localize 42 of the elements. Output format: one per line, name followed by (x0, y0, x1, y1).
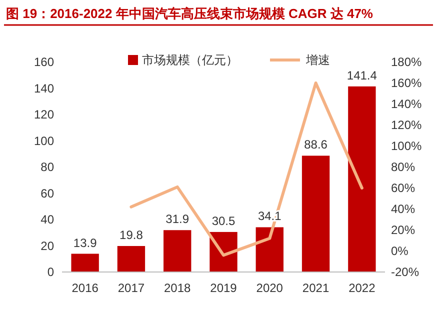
legend-label: 市场规模（亿元） (142, 53, 238, 67)
x-tick-label: 2020 (256, 281, 284, 295)
data-label: 141.4 (346, 68, 378, 82)
y-tick-label: 140 (34, 81, 54, 96)
data-label: 19.8 (120, 228, 144, 242)
y2-tick-label: 0% (391, 244, 409, 258)
y2-tick-label: -20% (391, 265, 420, 279)
y2-tick-label: 120% (391, 118, 422, 132)
y-tick-label: 160 (34, 55, 54, 69)
x-tick-label: 2018 (164, 281, 192, 295)
y-tick-label: 60 (40, 186, 54, 200)
y2-tick-label: 80% (391, 160, 416, 174)
bar (71, 254, 99, 272)
data-label: 88.6 (304, 138, 328, 152)
y2-tick-label: 140% (391, 97, 422, 111)
y2-tick-label: 60% (391, 181, 416, 195)
data-label: 31.9 (166, 212, 190, 226)
x-tick-label: 2021 (302, 281, 330, 295)
bar (164, 230, 192, 272)
y2-tick-label: 100% (391, 139, 422, 153)
data-label: 13.9 (73, 236, 98, 250)
y-tick-label: 120 (34, 108, 54, 122)
y2-tick-label: 180% (391, 55, 422, 69)
bar (256, 227, 284, 272)
y2-tick-label: 40% (391, 202, 416, 216)
bar (302, 156, 330, 272)
x-tick-label: 2022 (348, 281, 376, 295)
legend-label: 增速 (305, 53, 330, 67)
y-tick-label: 100 (34, 134, 54, 148)
x-tick-label: 2017 (118, 281, 145, 295)
y-tick-label: 40 (40, 212, 54, 226)
chart-title: 图 19：2016-2022 年中国汽车高压线束市场规模 CAGR 达 47% (6, 6, 374, 21)
y-tick-label: 80 (40, 160, 54, 174)
y-tick-label: 20 (40, 238, 54, 253)
bar (348, 86, 376, 272)
bar (117, 246, 146, 272)
x-tick-label: 2019 (210, 281, 238, 295)
x-tick-label: 2016 (72, 281, 99, 295)
data-label: 30.5 (212, 214, 236, 228)
y-tick-label: 0 (47, 265, 54, 279)
y2-tick-label: 160% (391, 76, 422, 90)
y2-tick-label: 20% (391, 223, 416, 237)
